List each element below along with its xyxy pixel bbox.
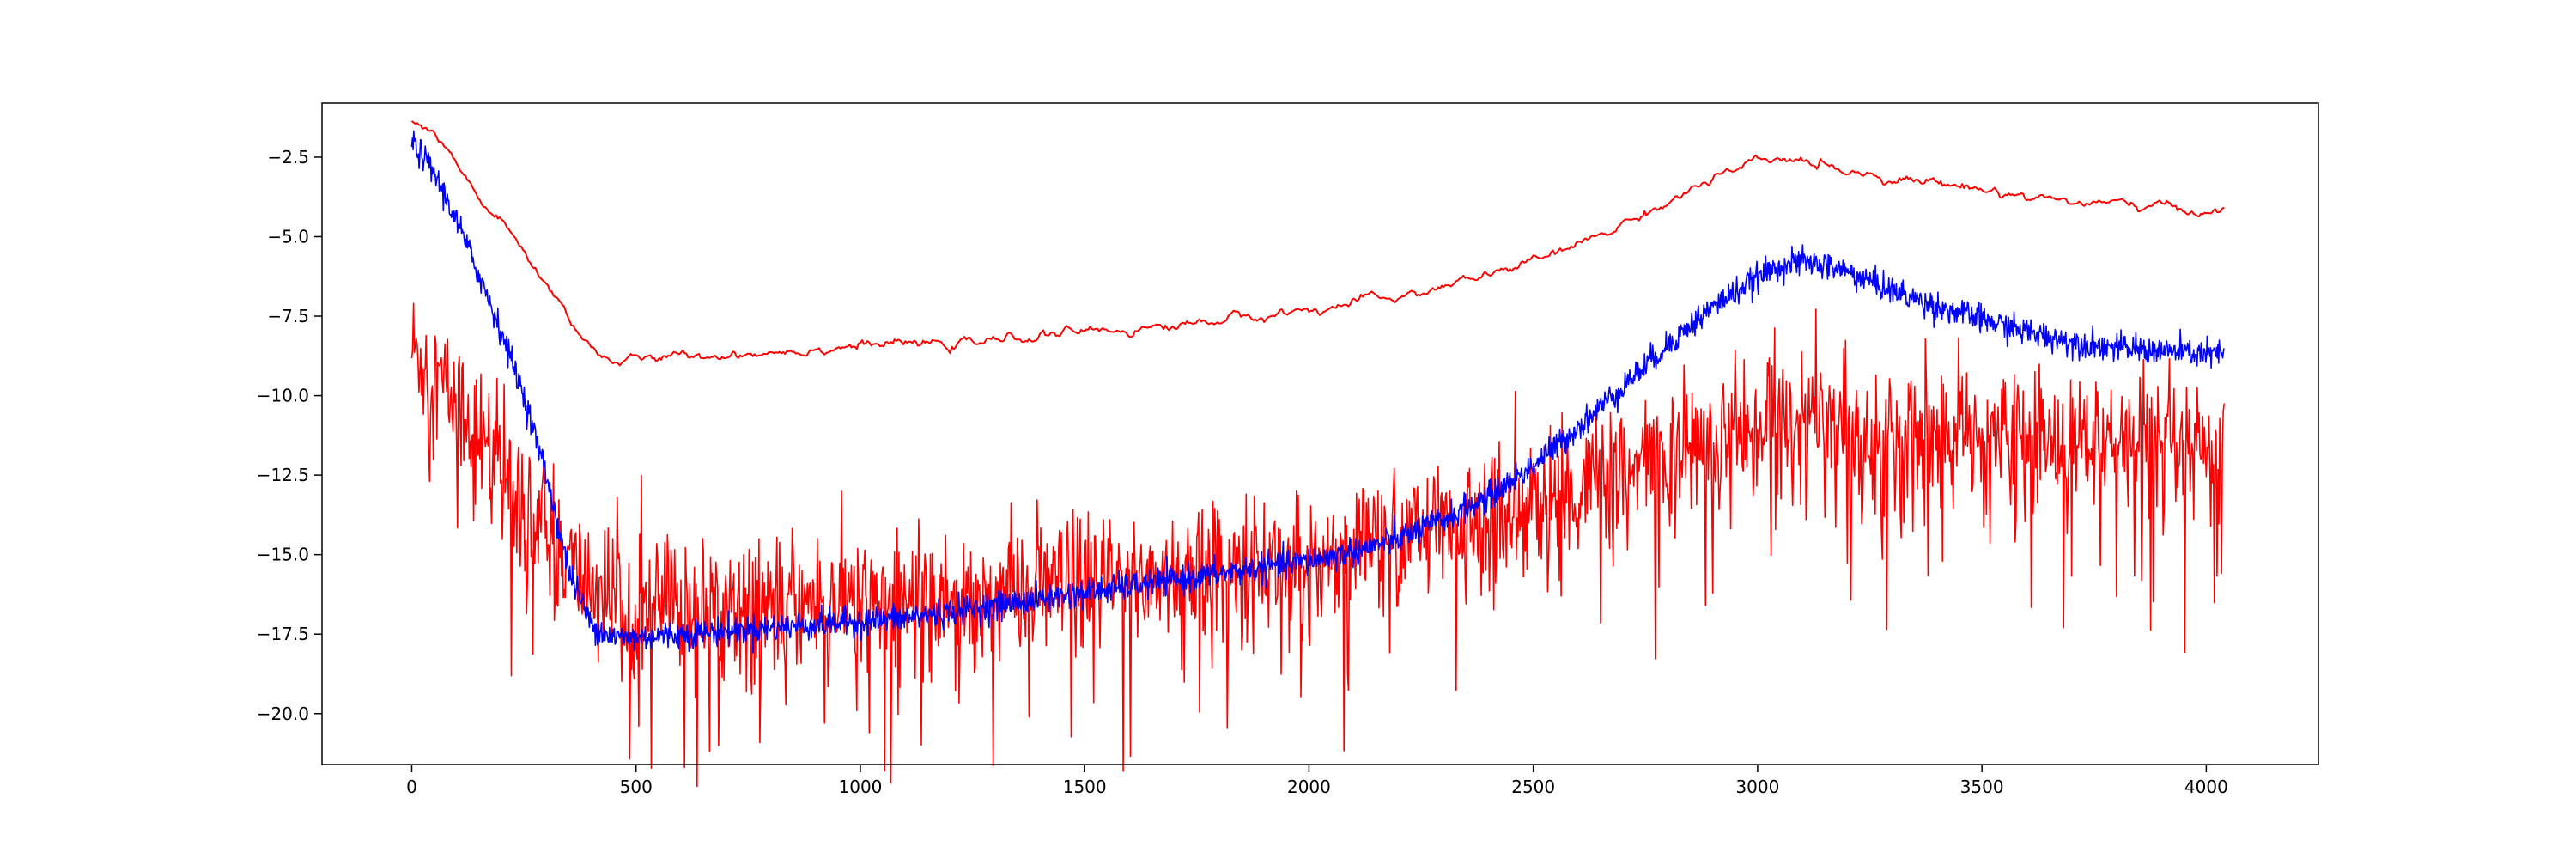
plot-frame (321, 102, 2319, 765)
x-tick-label: 0 (406, 777, 417, 797)
x-tick-label: 3500 (1960, 777, 2004, 797)
x-axis: 0 500 1000 1500 2000 2500 3000 3500 4000 (406, 765, 2228, 797)
x-tick-label: 1000 (839, 777, 883, 797)
y-tick-label: −2.5 (267, 147, 309, 168)
series-line-3 (410, 120, 2225, 367)
y-tick-label: −15.0 (257, 545, 309, 565)
y-tick-label: −20.0 (257, 704, 309, 724)
series-line-2 (410, 130, 2225, 654)
x-tick-label: 3000 (1735, 777, 1779, 797)
y-tick-label: −17.5 (257, 624, 309, 644)
x-tick-label: 1500 (1063, 777, 1107, 797)
series-line-1 (410, 302, 2226, 788)
series-layer (410, 120, 2226, 788)
plot-area-background (322, 103, 2318, 765)
y-tick-label: −12.5 (257, 465, 309, 485)
x-tick-label: 2000 (1287, 777, 1331, 797)
y-axis: −2.5 −5.0 −7.5 −10.0 −12.5 −15.0 −17.5 −20.0 (257, 147, 322, 724)
y-tick-label: −7.5 (267, 306, 309, 326)
y-tick-label: −10.0 (257, 386, 309, 406)
x-tick-label: 2500 (1511, 777, 1555, 797)
x-tick-label: 500 (620, 777, 653, 797)
y-tick-label: −5.0 (267, 226, 309, 247)
x-tick-label: 4000 (2184, 777, 2228, 797)
